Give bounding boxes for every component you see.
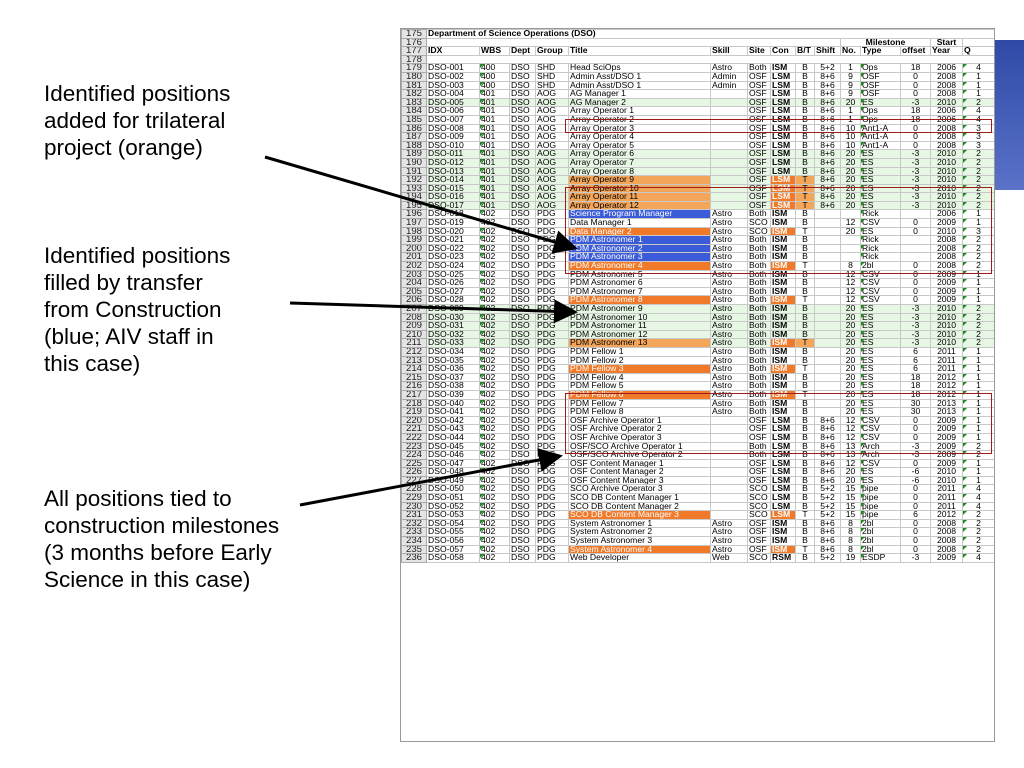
table-row: 202 DSO-024 402 DSO PDG PDM Astronomer 4 Astro… xyxy=(401,261,994,271)
arrow-blue xyxy=(289,299,578,324)
table-row: 194 DSO-016 401 DSO AOG Array Operator 11 OSF L… xyxy=(401,192,994,202)
table-row: 181 DSO-003 400 DSO SHD Admin Asst/DSO 1 Admin… xyxy=(401,80,994,91)
note-trilateral: Identified positions added for trilatera… xyxy=(44,81,231,160)
arrow-milestones xyxy=(299,448,563,507)
table-row: 193 DSO-015 401 DSO AOG Array Operator 10 OSF L… xyxy=(401,183,994,194)
table-row: 208 DSO-030 402 DSO PDG PDM Astronomer 10 Astr… xyxy=(401,312,994,323)
table-row: 196 DSO-018 402 DSO PDG Science Program Manag… xyxy=(401,209,994,220)
table-row: 187 DSO-009 401 DSO AOG Array Operator 4 OSF LS… xyxy=(401,132,994,142)
arrow-orange xyxy=(264,155,578,254)
note-milestones: All positions tied to construction miles… xyxy=(44,486,280,592)
table-row: 190 DSO-012 401 DSO AOG Array Operator 7 OSF LS… xyxy=(401,157,994,168)
table-row: 213 DSO-035 402 DSO PDG PDM Fellow 2 Astro Both… xyxy=(401,355,994,366)
table-row: 215 DSO-037 402 DSO PDG PDM Fellow 4 Astro Both… xyxy=(401,372,994,383)
table-row: 211 DSO-033 402 DSO PDG PDM Astronomer 13 Astr… xyxy=(401,338,994,348)
note-transfer: Identified positions filled by transfer … xyxy=(44,243,231,376)
table-row: 189 DSO-011 401 DSO AOG Array Operator 6 OSF LS… xyxy=(401,149,994,159)
logo-fragment xyxy=(994,40,1024,190)
staff-table: 175 Department of Science Operations (DS… xyxy=(401,29,994,563)
table-row: 191 DSO-013 401 DSO AOG Array Operator 8 OSF LS… xyxy=(401,166,994,177)
table-row: 200 DSO-022 402 DSO PDG PDM Astronomer 2 Astro… xyxy=(401,243,994,254)
table-row: 209 DSO-031 402 DSO PDG PDM Astronomer 11 Astr… xyxy=(401,321,994,331)
spreadsheet: 175 Department of Science Operations (DS… xyxy=(400,28,995,742)
table-row: 179 DSO-001 400 DSO SHD Head SciOps Astro Both I… xyxy=(401,63,994,73)
table-row: 201 DSO-023 402 DSO PDG PDM Astronomer 3 Astro… xyxy=(401,252,994,263)
table-row: 188 DSO-010 401 DSO AOG Array Operator 5 OSF LS… xyxy=(401,140,994,151)
table-row: 180 DSO-002 400 DSO SHD Admin Asst/DSO 1 Admin… xyxy=(401,71,994,82)
